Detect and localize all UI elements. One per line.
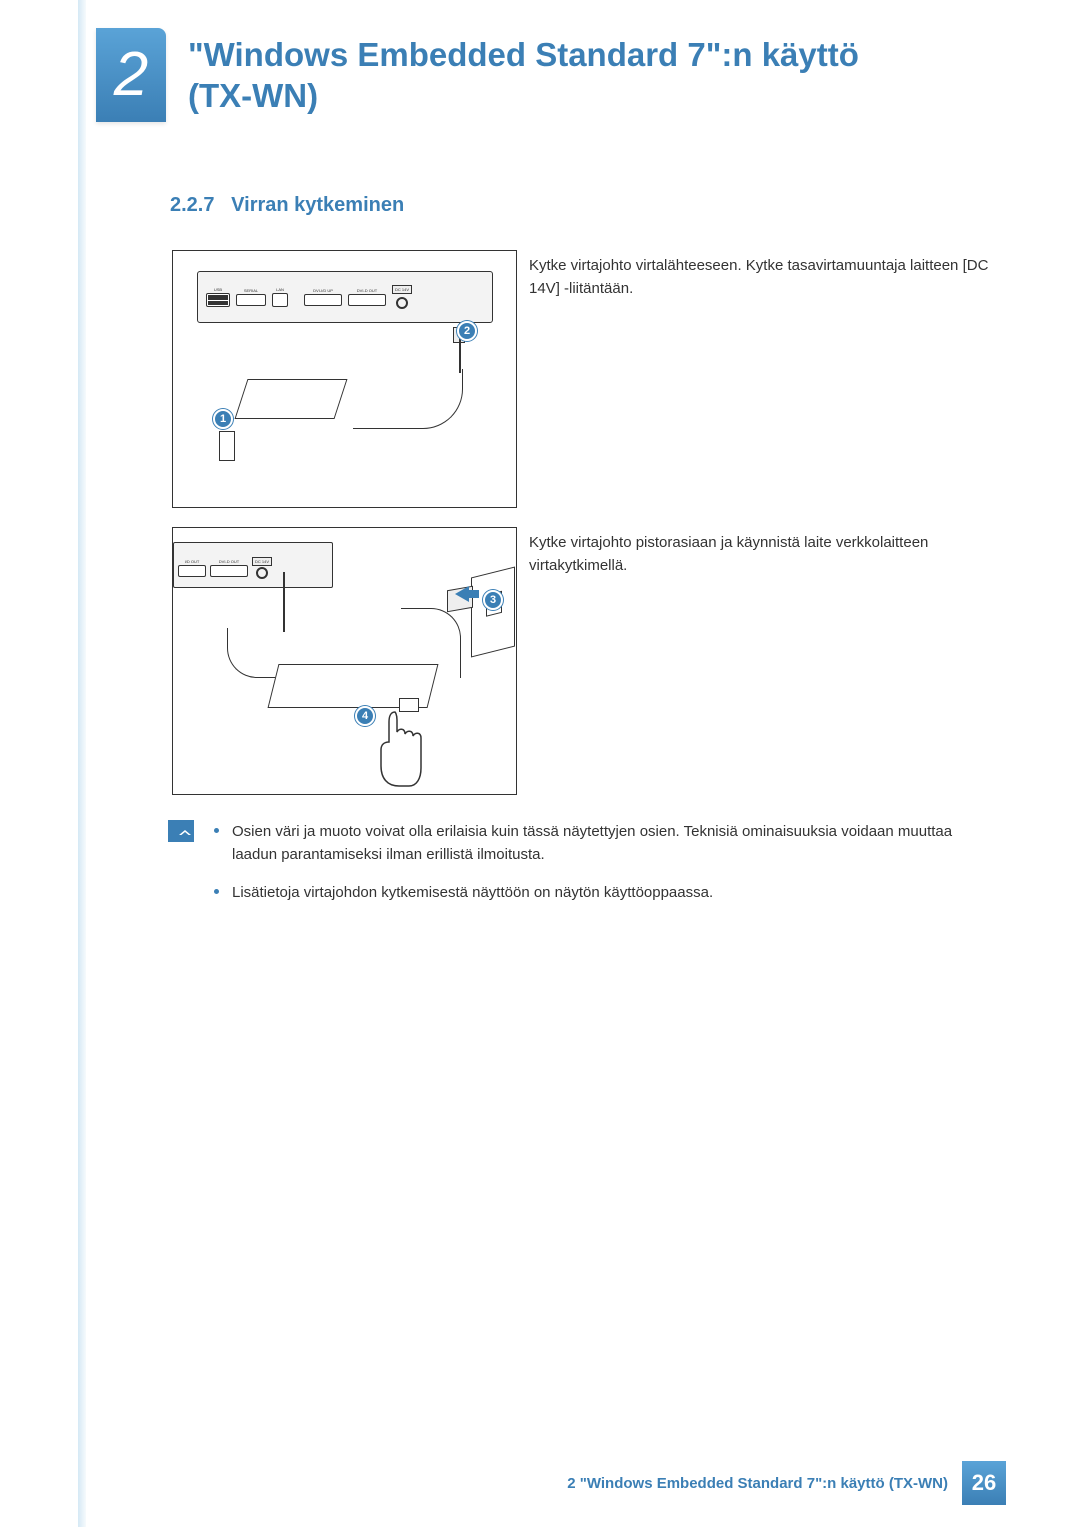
usb-port-icon — [206, 293, 230, 307]
footer-text: 2 "Windows Embedded Standard 7":n käyttö… — [567, 1475, 948, 1492]
section-title: Virran kytkeminen — [231, 194, 404, 216]
ports-row-2: I/D OUT DVI-D OUT DC 14V — [178, 553, 324, 583]
dvi-up-port-icon — [304, 294, 342, 306]
note-list: Osien väri ja muoto voivat olla erilaisi… — [212, 820, 1000, 918]
chapter-number: 2 — [114, 44, 148, 106]
page-number: 26 — [962, 1461, 1006, 1505]
port-label-serial: SERIAL — [244, 288, 258, 293]
callout-4: 4 — [355, 706, 375, 726]
section-number: 2.2.7 — [170, 194, 214, 216]
note-icon — [168, 820, 194, 842]
dc-jack-icon — [396, 297, 408, 309]
port-label-usb: USB — [214, 287, 222, 292]
figure-1-caption: Kytke virtajohto virtalähteeseen. Kytke … — [529, 250, 1019, 301]
dvi-port-icon — [178, 565, 206, 577]
serial-port-icon — [236, 294, 266, 306]
arrow-icon — [455, 584, 481, 609]
figure-row-1: USB SERIAL LAN DVI-I/D UP DVI-D OUT DC 1… — [172, 250, 1019, 508]
side-stripe — [78, 0, 86, 1527]
lan-port-icon — [272, 293, 288, 307]
cable-icon — [283, 572, 285, 632]
port-label-dvi-up: DVI-I/D UP — [313, 288, 333, 293]
figure-2-caption: Kytke virtajohto pistorasiaan ja käynnis… — [529, 527, 1019, 578]
note-item: Lisätietoja virtajohdon kytkemisestä näy… — [212, 881, 1000, 904]
port-label-dc2: DC 14V — [252, 557, 272, 566]
device-panel: USB SERIAL LAN DVI-I/D UP DVI-D OUT DC 1… — [197, 271, 493, 323]
device-panel-2: I/D OUT DVI-D OUT DC 14V — [173, 542, 333, 588]
chapter-title: "Windows Embedded Standard 7":n käyttö (… — [188, 34, 859, 117]
figure-row-2: I/D OUT DVI-D OUT DC 14V 3 4 Kytke virta… — [172, 527, 1019, 795]
port-label-dvi2: DVI-D OUT — [219, 559, 239, 564]
port-label-dc: DC 14V — [392, 285, 412, 294]
footer: 2 "Windows Embedded Standard 7":n käyttö… — [567, 1461, 1006, 1505]
figure-2: I/D OUT DVI-D OUT DC 14V 3 4 — [172, 527, 517, 795]
note-block: Osien väri ja muoto voivat olla erilaisi… — [168, 820, 1000, 918]
figure-1: USB SERIAL LAN DVI-I/D UP DVI-D OUT DC 1… — [172, 250, 517, 508]
port-label-lan: LAN — [276, 287, 284, 292]
chapter-title-line2: (TX-WN) — [188, 77, 318, 114]
wall-socket-icon — [471, 567, 515, 658]
cable-curve-icon — [353, 369, 463, 429]
section-heading: 2.2.7 Virran kytkeminen — [170, 194, 404, 217]
dvi-out-port-icon — [348, 294, 386, 306]
port-label-dvi1: I/D OUT — [185, 559, 200, 564]
dc-jack-icon — [256, 567, 268, 579]
chapter-title-line1: "Windows Embedded Standard 7":n käyttö — [188, 36, 859, 73]
callout-1: 1 — [213, 409, 233, 429]
ports-row: USB SERIAL LAN DVI-I/D UP DVI-D OUT DC 1… — [206, 282, 484, 312]
hand-icon — [365, 708, 425, 793]
power-adapter-icon — [233, 371, 353, 431]
note-item: Osien väri ja muoto voivat olla erilaisi… — [212, 820, 1000, 867]
callout-3: 3 — [483, 590, 503, 610]
chapter-badge: 2 — [96, 28, 166, 122]
ac-plug-icon — [219, 431, 235, 461]
dvi-port-icon — [210, 565, 248, 577]
port-label-dvi-out: DVI-D OUT — [357, 288, 377, 293]
callout-2: 2 — [457, 321, 477, 341]
